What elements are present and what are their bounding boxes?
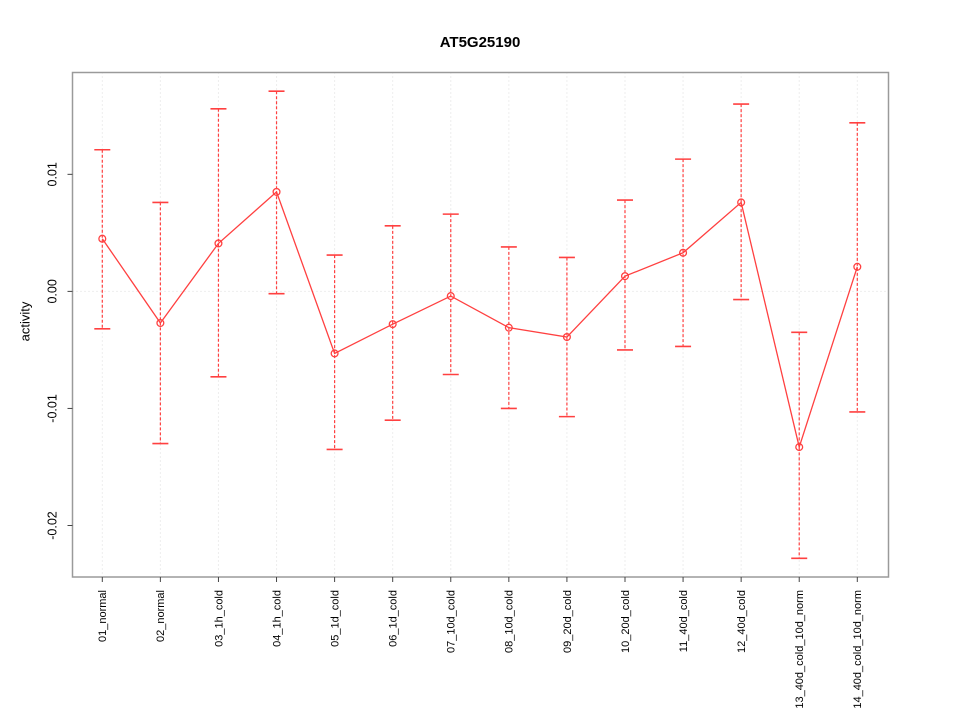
series-line	[101, 190, 858, 450]
data-point-marker	[620, 272, 630, 281]
x-tick-label: 02_normal	[155, 590, 167, 642]
x-tick-label: 12_40d_cold	[736, 590, 748, 653]
data-point-marker	[795, 443, 804, 452]
data-point-marker	[272, 187, 281, 196]
data-point-marker	[446, 292, 455, 301]
x-tick-label: 11_40d_cold	[678, 590, 690, 652]
data-point-marker	[679, 248, 688, 257]
x-tick-label: 09_20d_cold	[562, 590, 574, 653]
x-tick-label: 08_10d_cold	[504, 590, 516, 653]
data-point-marker	[156, 318, 165, 328]
plot-frame	[71, 71, 890, 578]
data-point-marker	[98, 234, 107, 243]
y-tick-label: 0.01	[45, 162, 59, 186]
data-point-marker	[562, 332, 571, 342]
x-tick-label: 06_1d_cold	[388, 590, 400, 647]
x-tick-label: 05_1d_cold	[329, 590, 341, 647]
chart-title: AT5G25190	[439, 34, 521, 51]
data-point-marker	[504, 323, 513, 332]
data-point-marker	[330, 349, 339, 358]
y-tick-label: 0.00	[45, 279, 59, 303]
x-tick-label: 01_normal	[97, 590, 109, 642]
y-tick-label: -0.02	[45, 511, 59, 540]
x-tick-label: 03_1h_cold	[213, 590, 225, 647]
x-tick-label: 13_40d_cold_10d_norm	[794, 590, 806, 709]
x-tick-label: 10_20d_cold	[620, 590, 632, 653]
y-tick-label: -0.01	[45, 394, 59, 423]
x-tick-label: 14_40d_cold_10d_norm	[852, 590, 864, 709]
data-point-marker	[737, 198, 746, 207]
data-point-marker	[388, 320, 397, 329]
data-point-marker	[214, 239, 223, 248]
x-tick-label: 07_10d_cold	[446, 590, 458, 653]
x-tick-label: 04_1h_cold	[271, 590, 283, 647]
y-axis-label: activity	[17, 301, 33, 342]
data-point-marker	[853, 262, 862, 271]
